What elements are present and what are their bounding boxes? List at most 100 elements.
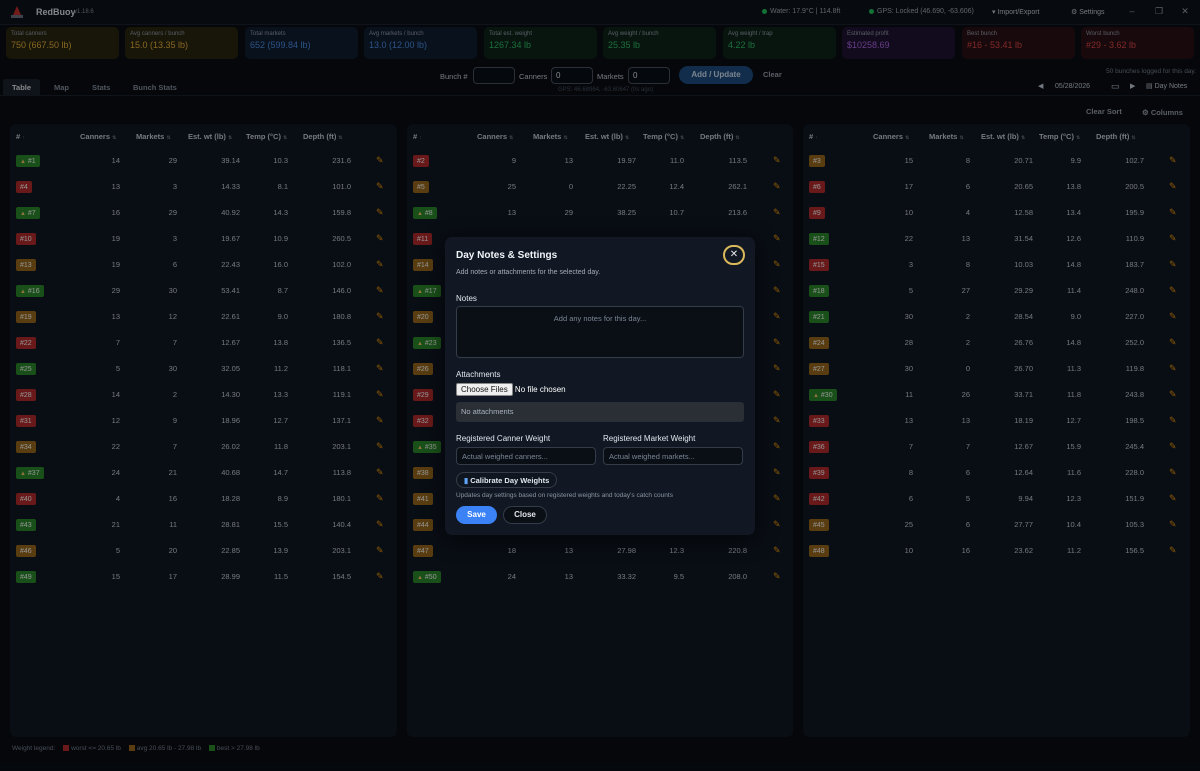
bunch-badge[interactable]: #3 [809,155,825,167]
edit-pencil-icon[interactable]: ✎ [376,519,384,529]
edit-pencil-icon[interactable]: ✎ [773,441,781,451]
day-notes-button[interactable]: ▤ Day Notes [1146,82,1187,90]
tab-bunch-stats[interactable]: Bunch Stats [133,83,177,92]
column-header[interactable]: Canners ⇅ [80,132,116,141]
column-header[interactable]: # ↑ [809,132,818,141]
close-icon[interactable]: ✕ [723,245,745,265]
bunch-badge[interactable]: ▲ #16 [16,285,44,297]
bunch-badge[interactable]: #38 [413,467,433,479]
edit-pencil-icon[interactable]: ✎ [376,259,384,269]
bunch-badge[interactable]: ▲ #30 [809,389,837,401]
edit-pencil-icon[interactable]: ✎ [376,493,384,503]
edit-pencil-icon[interactable]: ✎ [376,415,384,425]
bunch-badge[interactable]: ▲ #35 [413,441,441,453]
column-header[interactable]: Depth (ft) ⇅ [1096,132,1136,141]
bunch-badge[interactable]: #48 [809,545,829,557]
bunch-badge[interactable]: #2 [413,155,429,167]
canner-weight-input[interactable]: Actual weighed canners... [456,447,596,465]
bunch-badge[interactable]: #44 [413,519,433,531]
edit-pencil-icon[interactable]: ✎ [1169,519,1177,529]
market-weight-input[interactable]: Actual weighed markets... [603,447,743,465]
bunch-badge[interactable]: #6 [809,181,825,193]
bunch-badge[interactable]: #14 [413,259,433,271]
bunch-badge[interactable]: #18 [809,285,829,297]
edit-pencil-icon[interactable]: ✎ [773,415,781,425]
tab-table[interactable]: Table [3,79,41,95]
column-header[interactable]: Temp (°C) ⇅ [246,132,287,141]
columns-button[interactable]: ⚙ Columns [1142,108,1183,117]
bunch-badge[interactable]: #24 [809,337,829,349]
edit-pencil-icon[interactable]: ✎ [376,363,384,373]
edit-pencil-icon[interactable]: ✎ [773,571,781,581]
import-export-menu[interactable]: ▾ Import/Export [992,8,1039,16]
bunch-badge[interactable]: #12 [809,233,829,245]
column-header[interactable]: Canners ⇅ [477,132,513,141]
edit-pencil-icon[interactable]: ✎ [773,493,781,503]
maximize-icon[interactable]: ❐ [1154,6,1164,16]
edit-pencil-icon[interactable]: ✎ [773,285,781,295]
bunch-badge[interactable]: ▲ #50 [413,571,441,583]
edit-pencil-icon[interactable]: ✎ [376,233,384,243]
bunch-badge[interactable]: #31 [16,415,36,427]
edit-pencil-icon[interactable]: ✎ [376,337,384,347]
edit-pencil-icon[interactable]: ✎ [1169,207,1177,217]
edit-pencil-icon[interactable]: ✎ [1169,441,1177,451]
edit-pencil-icon[interactable]: ✎ [773,155,781,165]
edit-pencil-icon[interactable]: ✎ [1169,415,1177,425]
edit-pencil-icon[interactable]: ✎ [773,181,781,191]
bunch-badge[interactable]: #28 [16,389,36,401]
edit-pencil-icon[interactable]: ✎ [1169,493,1177,503]
edit-pencil-icon[interactable]: ✎ [1169,259,1177,269]
edit-pencil-icon[interactable]: ✎ [376,207,384,217]
bunch-badge[interactable]: #25 [16,363,36,375]
column-header[interactable]: # ↑ [413,132,422,141]
calibrate-button[interactable]: ▮ Calibrate Day Weights [456,472,558,488]
edit-pencil-icon[interactable]: ✎ [1169,285,1177,295]
bunch-badge[interactable]: #47 [413,545,433,557]
column-header[interactable]: Markets ⇅ [533,132,568,141]
file-picker[interactable]: Choose Files No file chosen [456,383,566,397]
bunch-badge[interactable]: #32 [413,415,433,427]
edit-pencil-icon[interactable]: ✎ [773,207,781,217]
edit-pencil-icon[interactable]: ✎ [376,441,384,451]
bunch-badge[interactable]: #9 [809,207,825,219]
bunch-badge[interactable]: #33 [809,415,829,427]
bunch-badge[interactable]: #15 [809,259,829,271]
bunch-badge[interactable]: #41 [413,493,433,505]
edit-pencil-icon[interactable]: ✎ [773,233,781,243]
canners-input[interactable] [551,67,593,84]
column-header[interactable]: Temp (°C) ⇅ [1039,132,1080,141]
notes-textarea[interactable]: Add any notes for this day... [456,306,744,358]
edit-pencil-icon[interactable]: ✎ [1169,155,1177,165]
bunch-badge[interactable]: #10 [16,233,36,245]
edit-pencil-icon[interactable]: ✎ [773,467,781,477]
edit-pencil-icon[interactable]: ✎ [773,363,781,373]
bunch-badge[interactable]: #49 [16,571,36,583]
edit-pencil-icon[interactable]: ✎ [773,337,781,347]
bunch-badge[interactable]: #27 [809,363,829,375]
save-button[interactable]: Save [456,506,497,524]
close-window-icon[interactable]: ✕ [1181,6,1189,16]
bunch-badge[interactable]: #46 [16,545,36,557]
edit-pencil-icon[interactable]: ✎ [376,467,384,477]
tab-stats[interactable]: Stats [92,83,111,92]
bunch-badge[interactable]: #21 [809,311,829,323]
edit-pencil-icon[interactable]: ✎ [376,545,384,555]
prev-day-icon[interactable]: ◀ [1038,83,1044,90]
calendar-icon[interactable]: ▭ [1111,81,1120,91]
bunch-badge[interactable]: #36 [809,441,829,453]
markets-input[interactable] [628,67,670,84]
column-header[interactable]: Depth (ft) ⇅ [700,132,740,141]
clear-button[interactable]: Clear [763,70,782,79]
bunch-badge[interactable]: ▲ #37 [16,467,44,479]
edit-pencil-icon[interactable]: ✎ [376,181,384,191]
bunch-badge[interactable]: #26 [413,363,433,375]
settings-button[interactable]: ⚙ Settings [1071,8,1105,16]
edit-pencil-icon[interactable]: ✎ [376,311,384,321]
column-header[interactable]: Canners ⇅ [873,132,909,141]
close-button[interactable]: Close [503,506,547,524]
column-header[interactable]: Est. wt (lb) ⇅ [188,132,232,141]
bunch-badge[interactable]: #42 [809,493,829,505]
minimize-icon[interactable]: – [1129,6,1135,16]
bunch-badge[interactable]: #11 [413,233,433,245]
